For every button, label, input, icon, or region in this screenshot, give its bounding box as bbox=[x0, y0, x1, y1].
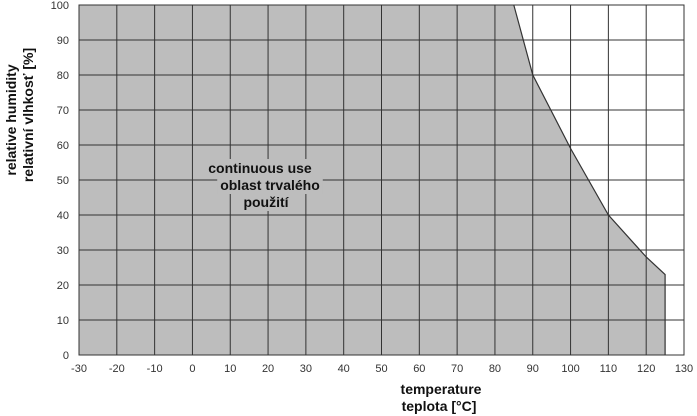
y-axis-title-line-1: relative humidity bbox=[3, 64, 19, 175]
x-tick-label: -30 bbox=[71, 363, 87, 375]
x-tick-label: 120 bbox=[637, 363, 655, 375]
annotation-layer: continuous use oblast trvalého použití bbox=[205, 159, 323, 211]
y-axis-title-line-2: relativní vlhkosť [%] bbox=[20, 48, 36, 182]
y-tick-label: 0 bbox=[63, 350, 69, 362]
x-tick-label: 70 bbox=[451, 363, 463, 375]
annotation-backing bbox=[205, 159, 323, 211]
x-axis-title: temperature teplota [°C] bbox=[401, 381, 482, 414]
tick-labels-layer: -30 -20 -10 0 10 20 30 40 50 60 70 80 90 100 110 120 130… bbox=[51, 0, 694, 375]
annotation-backing-box bbox=[205, 159, 315, 177]
y-tick-label: 40 bbox=[57, 210, 69, 222]
annotation-line-3: použití bbox=[243, 194, 289, 210]
x-tick-label: 100 bbox=[561, 363, 579, 375]
x-axis-title-line-1: temperature bbox=[401, 381, 482, 397]
y-tick-label: 70 bbox=[57, 105, 69, 117]
x-tick-label: 50 bbox=[375, 363, 387, 375]
x-axis-title-line-2: teplota [°C] bbox=[402, 398, 477, 414]
y-tick-label: 90 bbox=[57, 35, 69, 47]
annotation-backing-box bbox=[217, 176, 323, 194]
y-tick-label: 20 bbox=[57, 280, 69, 292]
x-tick-label: 90 bbox=[527, 363, 539, 375]
plot-frame bbox=[78, 4, 685, 356]
x-tick-label: 60 bbox=[413, 363, 425, 375]
annotation-line-1: continuous use bbox=[208, 160, 312, 176]
y-tick-label: 50 bbox=[57, 175, 69, 187]
y-tick-label: 80 bbox=[57, 70, 69, 82]
x-tick-label: 80 bbox=[489, 363, 501, 375]
annotation-line-2: oblast trvalého bbox=[220, 177, 320, 193]
x-tick-label: -10 bbox=[147, 363, 163, 375]
y-tick-label: 60 bbox=[57, 140, 69, 152]
y-tick-label: 10 bbox=[57, 315, 69, 327]
y-tick-label: 100 bbox=[51, 0, 69, 12]
x-tick-label: 30 bbox=[300, 363, 312, 375]
x-tick-label: 0 bbox=[189, 363, 195, 375]
y-axis-title: relative humidity relativní vlhkosť [%] bbox=[3, 48, 36, 182]
annotation-backing-box bbox=[240, 193, 293, 211]
x-tick-label: 10 bbox=[224, 363, 236, 375]
x-tick-label: 110 bbox=[600, 363, 618, 375]
x-tick-label: 40 bbox=[338, 363, 350, 375]
x-tick-label: -20 bbox=[109, 363, 125, 375]
x-tick-label: 130 bbox=[675, 363, 693, 375]
y-tick-label: 30 bbox=[57, 245, 69, 257]
x-tick-label: 20 bbox=[262, 363, 274, 375]
